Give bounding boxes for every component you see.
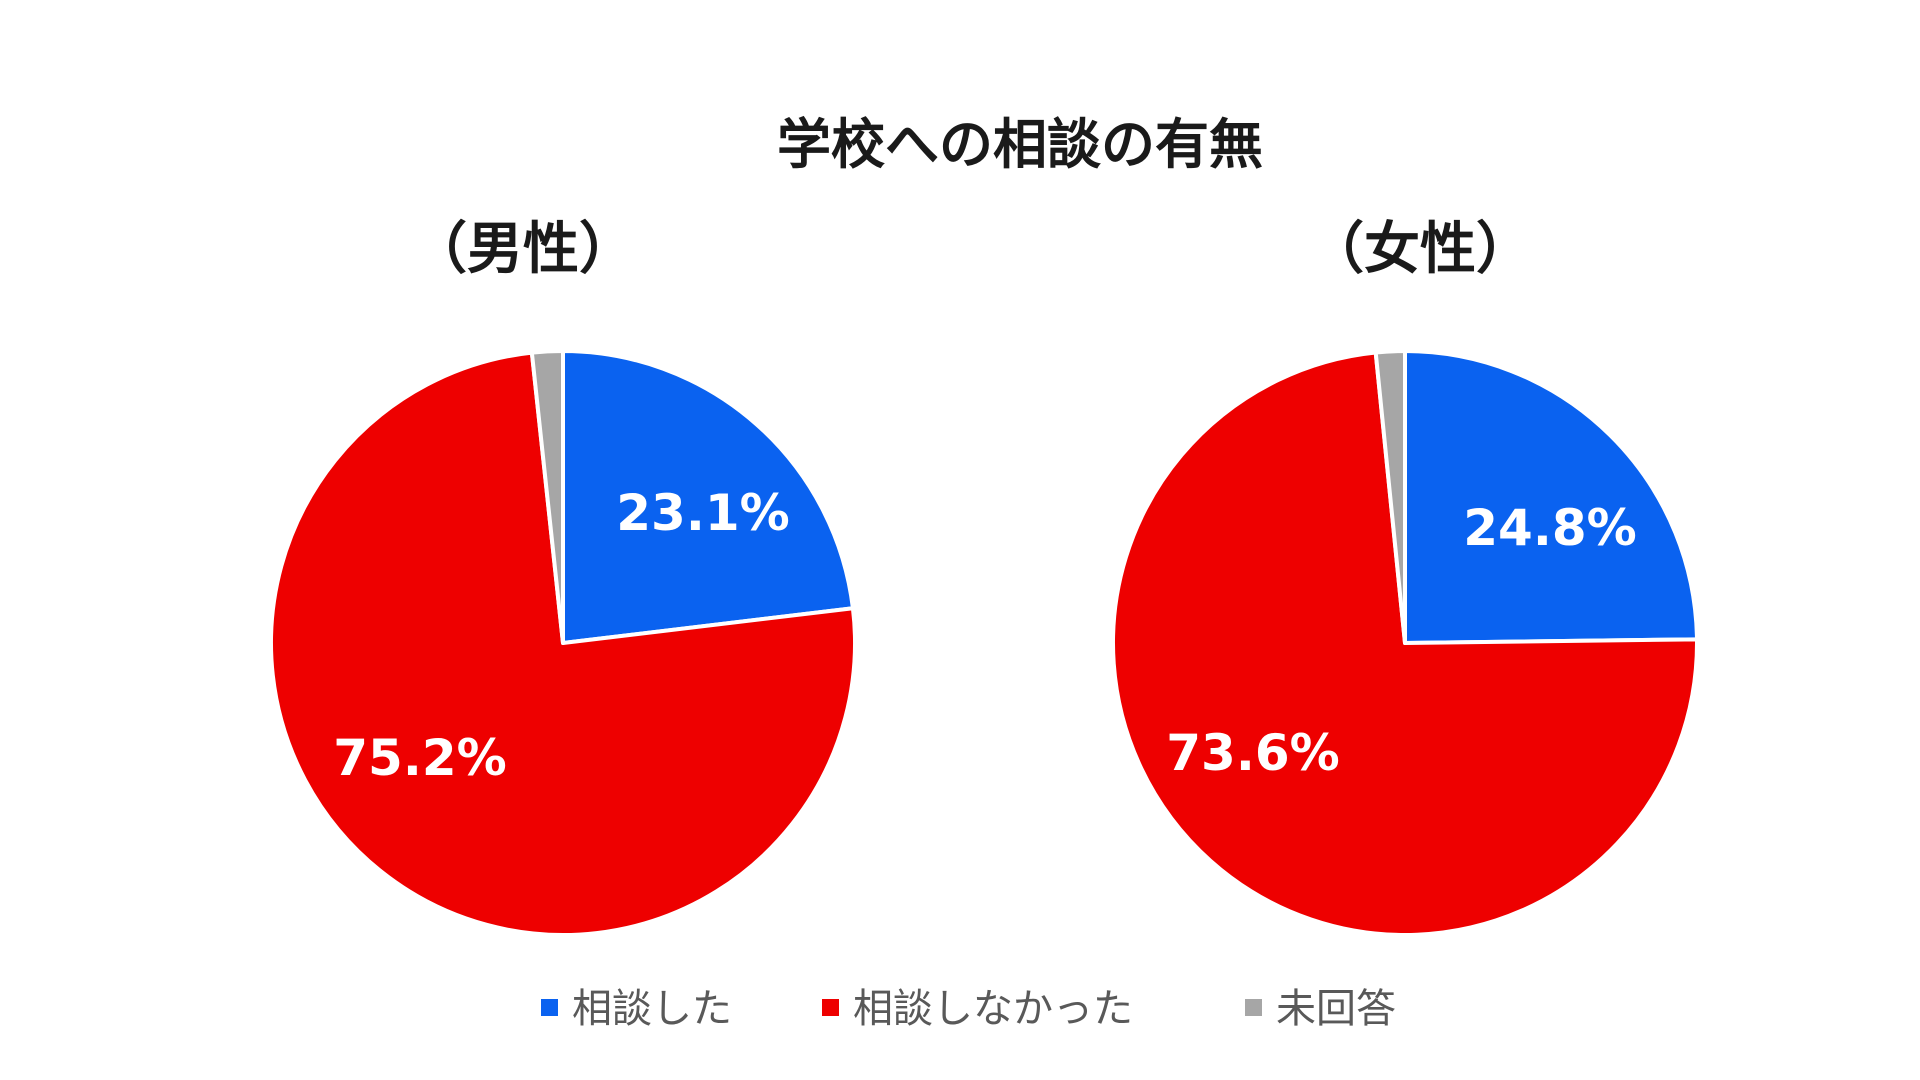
legend-swatch-not-consulted (822, 999, 839, 1016)
pie-slice-consulted (1403, 349, 1699, 645)
legend-item-no-answer: 未回答 (1245, 986, 1396, 1032)
legend-item-consulted: 相談した (541, 986, 732, 1032)
pie-slice-no-answer (529, 349, 565, 645)
legend-swatch-no-answer (1245, 999, 1262, 1016)
data-label-consulted: 24.8% (1463, 499, 1636, 557)
pie-slice-no-answer (1373, 349, 1407, 645)
data-label-consulted: 23.1% (616, 484, 789, 542)
pie-title-female: （女性） (1308, 217, 1532, 282)
legend-item-not-consulted: 相談しなかった (822, 986, 1133, 1032)
pie-slice-consulted (561, 349, 855, 645)
legend-swatch-consulted (541, 999, 558, 1016)
legend-label-not-consulted: 相談しなかった (853, 986, 1133, 1032)
legend: 相談した 相談しなかった 未回答 (541, 986, 1396, 1032)
legend-label-consulted: 相談した (572, 986, 732, 1032)
data-label-not-consulted: 75.2% (333, 729, 506, 787)
pie-male: 23.1% 75.2% (269, 349, 857, 937)
chart-title: 学校への相談の有無 (777, 113, 1263, 176)
pie-title-male: （男性） (411, 217, 635, 282)
legend-label-no-answer: 未回答 (1276, 986, 1396, 1032)
pie-female: 24.8% 73.6% (1111, 349, 1699, 937)
data-label-not-consulted: 73.6% (1166, 724, 1339, 782)
